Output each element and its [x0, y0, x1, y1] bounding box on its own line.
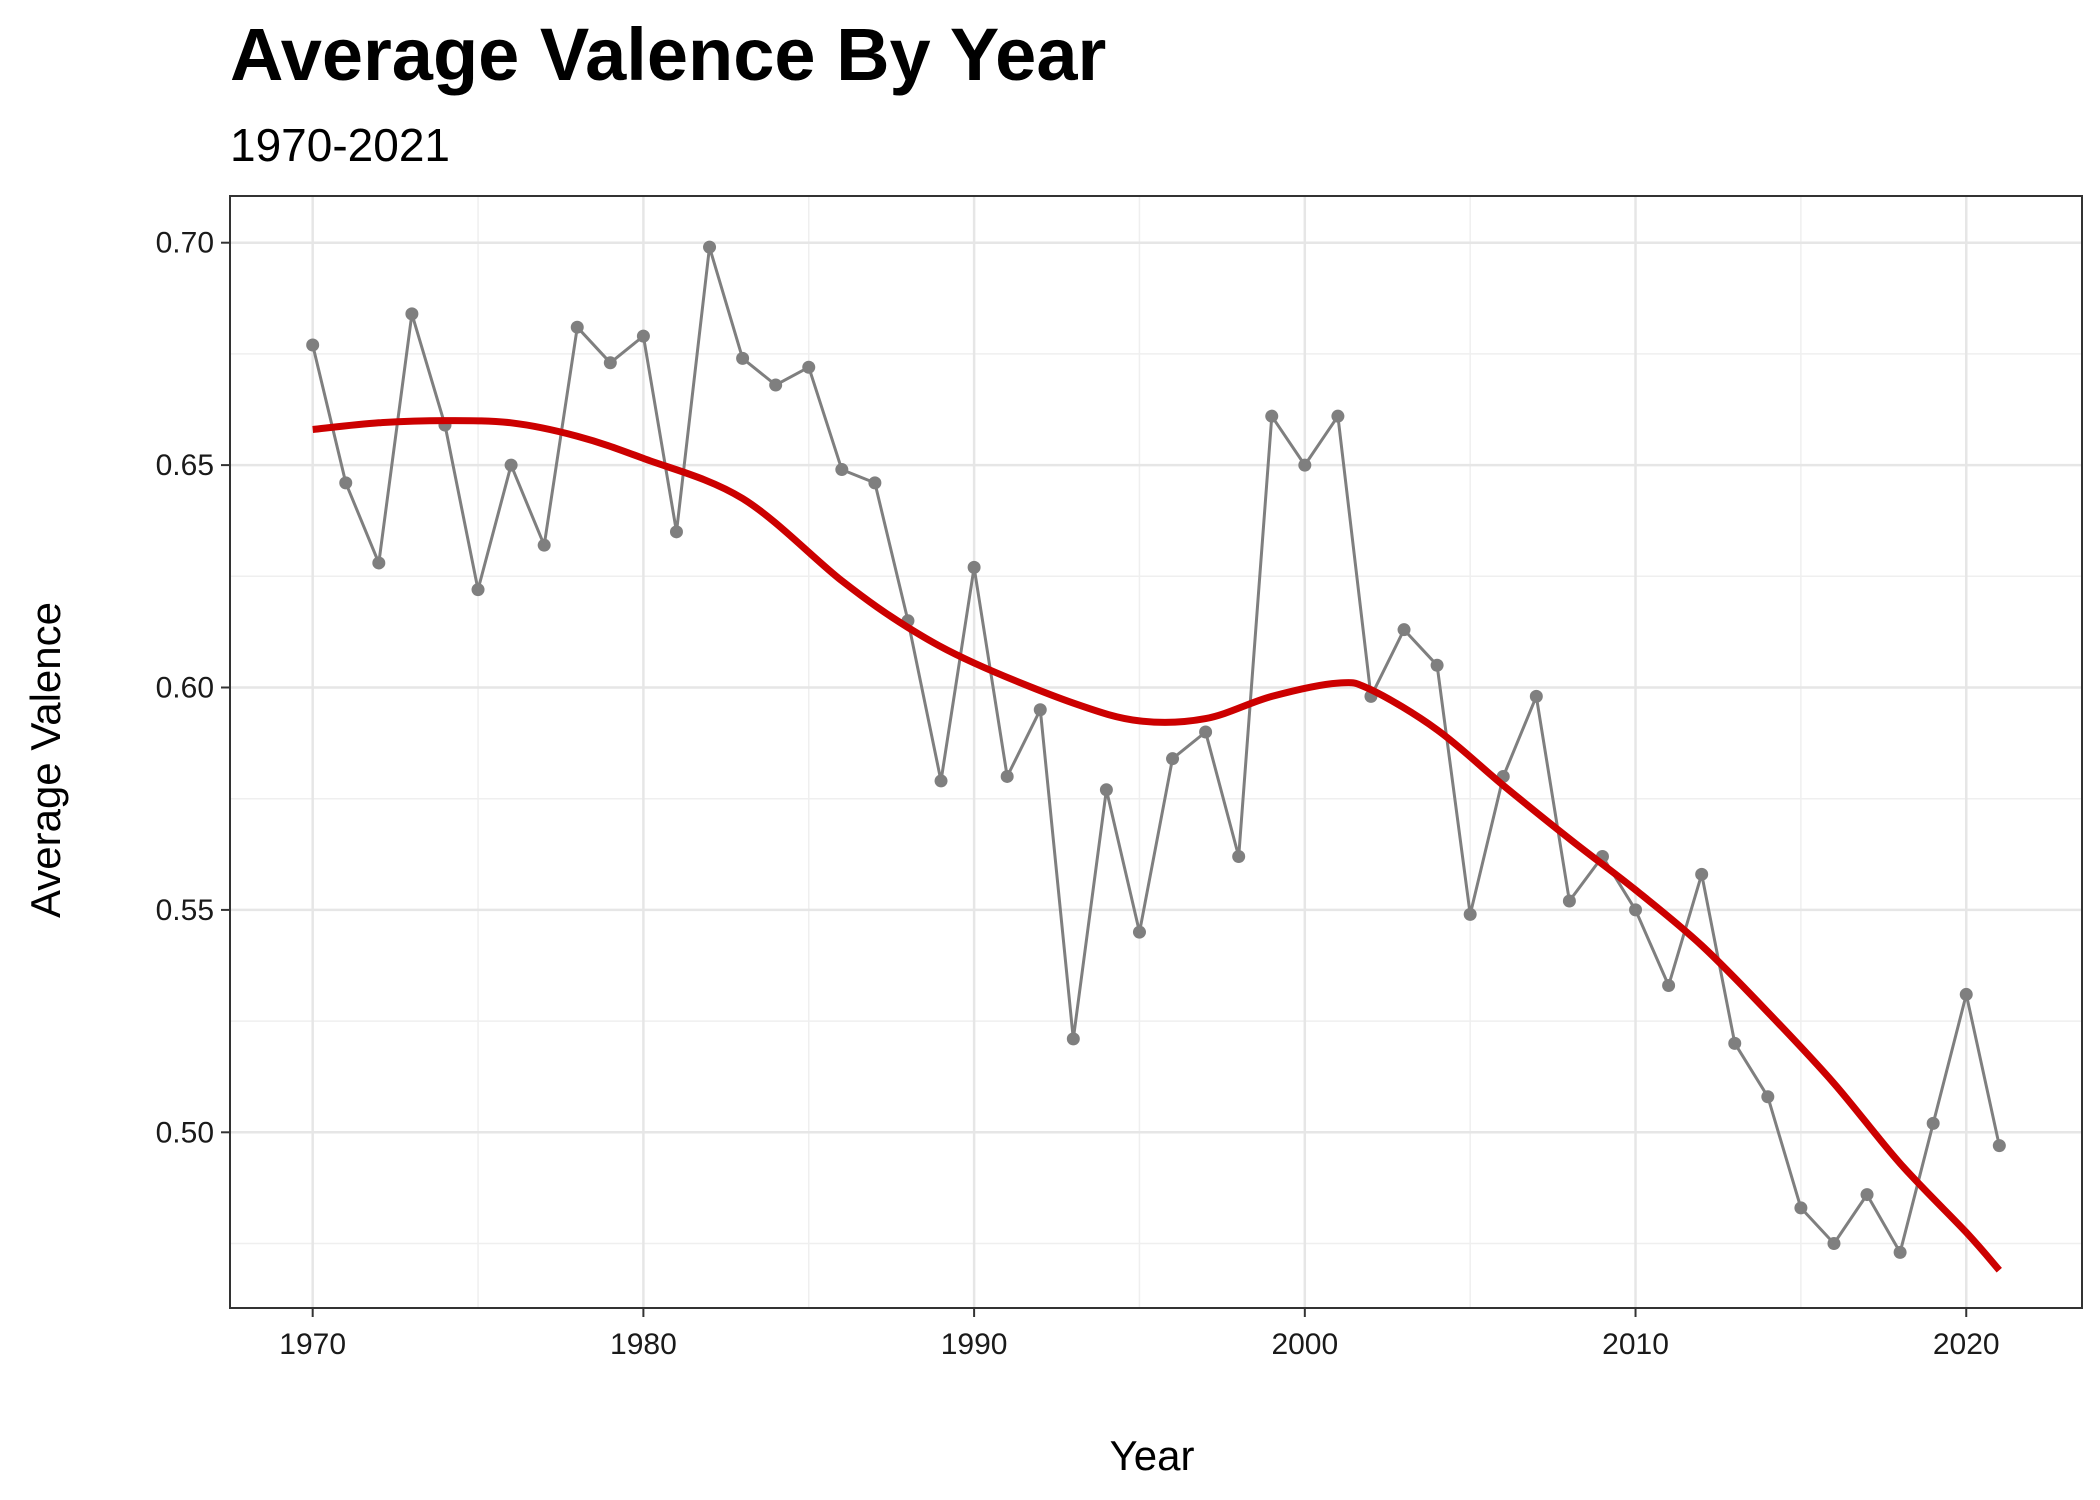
valence-point-1994: [1099, 783, 1113, 797]
valence-point-2020: [1959, 987, 1973, 1001]
valence-line: [311, 245, 2001, 1254]
valence-point-1990: [967, 560, 981, 574]
valence-point-1999: [1265, 409, 1279, 423]
panel-border: [229, 195, 2083, 1309]
x-tick-label: 1980: [610, 1328, 677, 1361]
major-gridlines: [230, 196, 2082, 1308]
valence-point-1982: [703, 240, 717, 254]
valence-point-1972: [372, 556, 386, 570]
y-tick-label: 0.65: [156, 449, 214, 482]
valence-point-1973: [405, 307, 419, 321]
valence-point-1995: [1132, 925, 1146, 939]
valence-point-2017: [1860, 1188, 1874, 1202]
y-tick-label: 0.55: [156, 894, 214, 927]
smooth-trend-line: [312, 417, 2002, 1273]
valence-point-2019: [1926, 1116, 1940, 1130]
y-tick-label: 0.60: [156, 672, 214, 705]
valence-point-1975: [471, 583, 485, 597]
valence-point-1981: [669, 525, 683, 539]
valence-point-1998: [1232, 850, 1246, 864]
axis-ticks: [221, 241, 1968, 1317]
valence-point-2003: [1397, 623, 1411, 637]
valence-point-2016: [1827, 1237, 1841, 1251]
valence-point-1979: [603, 356, 617, 370]
valence-point-1984: [769, 378, 783, 392]
x-tick-label: 2020: [1933, 1328, 2000, 1361]
valence-point-1992: [1033, 703, 1047, 717]
y-tick-label: 0.50: [156, 1116, 214, 1149]
tick-labels: 1970 1980 1990 2000 2010 2020 0.50 0.55 0.60 0.65…: [156, 227, 2000, 1361]
y-tick-label: 0.70: [156, 227, 214, 260]
valence-point-2013: [1728, 1036, 1742, 1050]
valence-point-1970: [306, 338, 320, 352]
chart-title: Average Valence By Year: [230, 13, 1107, 96]
valence-point-1971: [339, 476, 353, 490]
valence-point-1976: [504, 458, 518, 472]
valence-point-1997: [1199, 725, 1213, 739]
x-tick-label: 2010: [1602, 1328, 1669, 1361]
valence-point-2018: [1893, 1245, 1907, 1259]
valence-point-1978: [570, 320, 584, 334]
x-tick-label: 1970: [279, 1328, 346, 1361]
valence-point-1987: [868, 476, 882, 490]
valence-point-1991: [1000, 769, 1014, 783]
valence-point-2001: [1331, 409, 1345, 423]
valence-point-1980: [636, 329, 650, 343]
valence-point-2012: [1695, 867, 1709, 881]
valence-point-2015: [1794, 1201, 1808, 1215]
valence-point-2007: [1529, 689, 1543, 703]
valence-point-2011: [1662, 979, 1676, 993]
valence-point-1983: [736, 351, 750, 365]
valence-point-2021: [1992, 1139, 2006, 1153]
x-tick-label: 1990: [941, 1328, 1008, 1361]
valence-point-2010: [1629, 903, 1643, 917]
valence-point-2005: [1463, 907, 1477, 921]
valence-point-1993: [1066, 1032, 1080, 1046]
chart-subtitle: 1970-2021: [230, 119, 450, 171]
valence-point-2004: [1430, 658, 1444, 672]
valence-point-2000: [1298, 458, 1312, 472]
data-layer: [306, 240, 2006, 1273]
x-axis-label: Year: [1109, 1432, 1195, 1479]
valence-point-2008: [1562, 894, 1576, 908]
valence-point-1996: [1166, 752, 1180, 766]
valence-point-1985: [802, 360, 816, 374]
minor-gridlines: [230, 196, 2082, 1308]
valence-point-1986: [835, 463, 849, 477]
valence-point-1977: [537, 538, 551, 552]
valence-point-2014: [1761, 1090, 1775, 1104]
valence-point-1989: [934, 774, 948, 788]
x-tick-label: 2000: [1271, 1328, 1338, 1361]
